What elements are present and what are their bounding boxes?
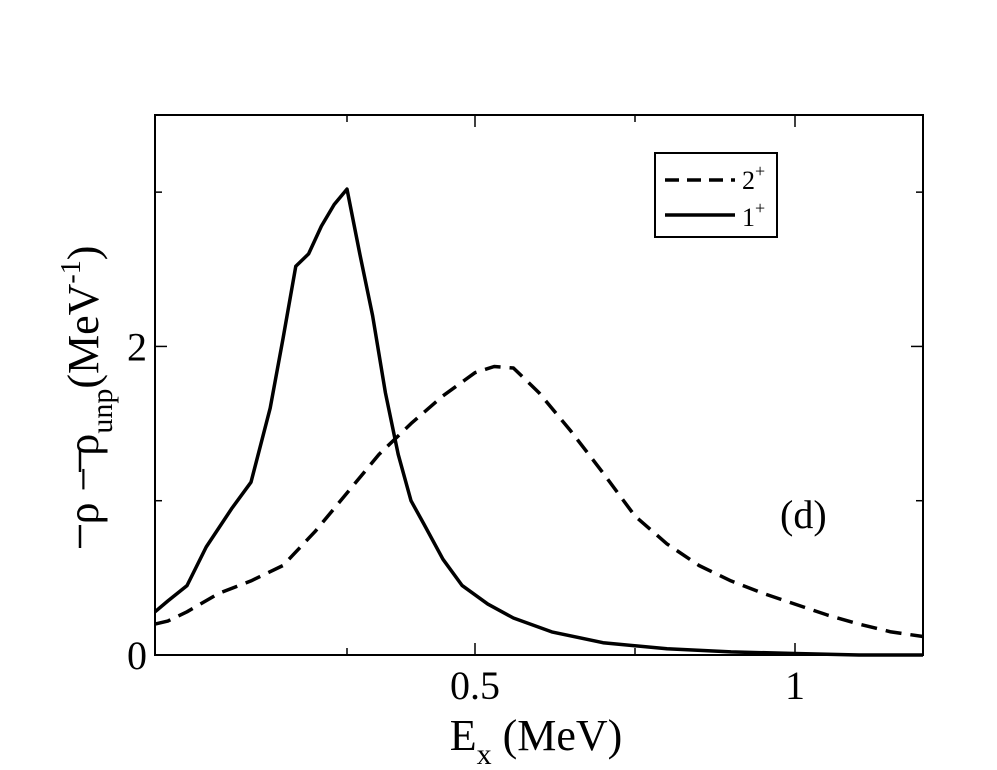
panel-annotation: (d) bbox=[780, 492, 827, 537]
legend: 2+ 1+ bbox=[654, 152, 778, 238]
tick-marks bbox=[155, 115, 923, 656]
series-2plus-line bbox=[154, 364, 924, 639]
x-tick-label: 0.5 bbox=[450, 663, 500, 708]
svg-text:ρ − ρunp(MeV-1): ρ − ρunp(MeV-1) bbox=[56, 246, 119, 525]
y-tick-label: 0 bbox=[127, 633, 147, 678]
legend-box bbox=[654, 152, 778, 238]
legend-label-2plus: 2+ bbox=[742, 161, 765, 195]
y-axis-label: ρ − ρunp(MeV-1) bbox=[56, 246, 119, 525]
x-axis-label: Ex (MeV) bbox=[450, 711, 623, 770]
plot-frame bbox=[154, 114, 924, 656]
y-tick-label: 2 bbox=[127, 324, 147, 369]
series-layer bbox=[153, 187, 924, 657]
tick-labels: 0.5 1 0 2 bbox=[127, 324, 805, 708]
x-tick-label: 1 bbox=[785, 663, 805, 708]
legend-label-1plus: 1+ bbox=[742, 198, 765, 232]
series-1plus-line bbox=[153, 187, 923, 657]
